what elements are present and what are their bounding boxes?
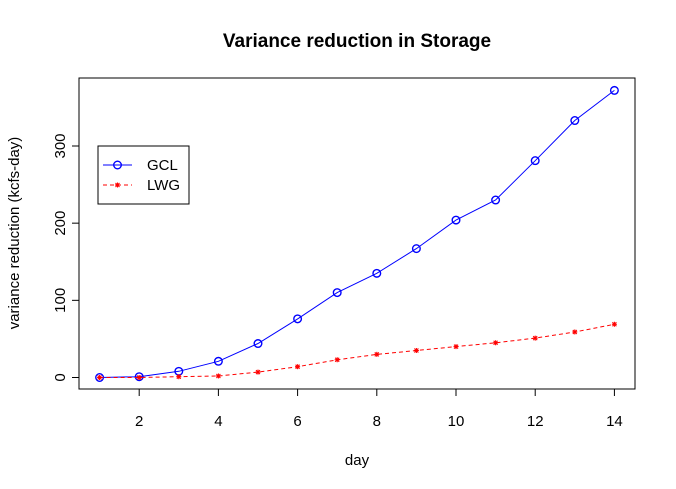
legend-entry-lwg: LWG [103,177,180,194]
x-tick-label: 4 [214,413,222,430]
data-point [112,160,122,170]
y-axis-label: variance reduction (kcfs-day) [6,137,23,330]
data-point [413,347,419,353]
x-axis-label: day [345,452,370,469]
legend-entry-gcl: GCL [103,157,178,174]
x-tick-label: 12 [527,413,544,430]
data-point [334,357,340,363]
plot-frame [78,77,636,390]
x-tick-label: 8 [373,413,381,430]
data-point [411,244,421,254]
data-point [451,215,461,225]
x-tick-label: 14 [606,413,623,430]
data-point [570,116,580,126]
x-tick-label: 6 [293,413,301,430]
data-point [572,329,578,335]
series-line [99,323,615,378]
data-point [611,321,617,327]
x-tick-label: 10 [448,413,465,430]
data-point [493,340,499,346]
data-point [332,288,342,298]
y-tick-label: 0 [52,373,69,381]
legend: GCL LWG [97,145,190,205]
data-point [215,373,221,379]
y-axis: 0 100 200 300 [52,133,80,382]
chart-title: Variance reduction in Storage [223,31,491,52]
legend-box [97,145,190,205]
data-point [255,369,261,375]
legend-label: GCL [147,157,178,174]
data-point [115,182,120,188]
data-point [372,268,382,278]
data-point [530,156,540,166]
series-gcl [95,85,619,383]
y-tick-label: 100 [52,288,69,313]
series-layer [95,85,619,383]
data-point [374,351,380,357]
data-point [253,339,263,349]
legend-label: LWG [147,177,180,194]
x-tick-label: 2 [135,413,143,430]
data-point [491,195,501,205]
data-point [532,335,538,341]
series-line [99,90,615,378]
data-point [97,375,103,381]
data-point [295,364,301,370]
y-tick-label: 200 [52,211,69,236]
series-lwg [97,321,617,381]
y-tick-label: 300 [52,133,69,158]
data-point [453,344,459,350]
data-point [176,374,182,380]
data-point [136,375,142,381]
x-axis: 2 4 6 8 10 12 14 [135,388,623,430]
data-point [609,85,619,95]
data-point [134,372,144,382]
data-point [213,356,223,366]
data-point [293,314,303,324]
